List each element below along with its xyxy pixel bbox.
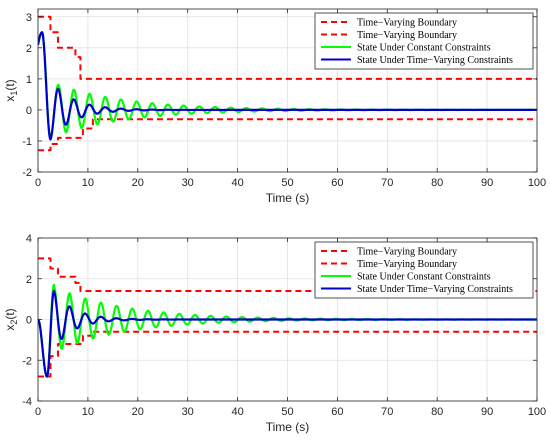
x-tick-label: 20: [132, 177, 144, 189]
y-tick-label: 4: [26, 233, 32, 245]
y-axis-label: x1(t): [3, 79, 19, 101]
x-tick-label: 50: [281, 406, 293, 418]
x-tick-label: 50: [281, 177, 293, 189]
x-axis-label: Time (s): [266, 420, 310, 434]
x-tick-label: 70: [381, 406, 393, 418]
y-tick-label: 3: [26, 12, 32, 24]
x-tick-label: 40: [231, 406, 243, 418]
x-tick-label: 100: [528, 406, 546, 418]
y-tick-label: -2: [22, 355, 32, 367]
x-tick-label: 70: [381, 177, 393, 189]
legend-label-2: Time−Varying Boundary: [357, 259, 457, 270]
x-tick-label: 30: [182, 406, 194, 418]
x-tick-label: 60: [331, 177, 343, 189]
x-tick-label: 90: [481, 406, 493, 418]
x-tick-label: 80: [431, 177, 443, 189]
y-axis-label: x2(t): [3, 308, 19, 330]
y-tick-label: -2: [22, 167, 32, 179]
y-tick-label: 2: [26, 274, 32, 286]
x-tick-label: 100: [528, 177, 546, 189]
x-tick-label: 80: [431, 406, 443, 418]
x-tick-label: 10: [82, 177, 94, 189]
x-tick-label: 20: [132, 406, 144, 418]
y-tick-label: 0: [26, 105, 32, 117]
chart-panel-2: 0 10 20 30 40 50 60 70 80 90 100 -4 -2 0 2 4 Time (s) x2(…: [3, 233, 546, 434]
x-tick-label: 0: [35, 406, 41, 418]
legend-box: [314, 12, 534, 70]
x-tick-label: 40: [231, 177, 243, 189]
x-tick-label: 0: [35, 177, 41, 189]
x-axis-label: Time (s): [266, 191, 310, 205]
y-tick-label: 0: [26, 315, 32, 327]
series-group: [38, 257, 537, 378]
x-tick-label: 90: [481, 177, 493, 189]
x-tick-label: 60: [331, 406, 343, 418]
series-line-1: [38, 15, 537, 80]
y-tick-label: 2: [26, 43, 32, 55]
legend-label-3: State Under Constant Constraints: [357, 43, 491, 54]
y-tick-label: -1: [22, 136, 32, 148]
series-line-1: [38, 257, 537, 292]
legend-label-4: State Under Time−Varying Constraints: [357, 284, 513, 295]
legend-label-1: Time−Varying Boundary: [357, 18, 457, 29]
series-line-2: [38, 330, 537, 378]
series-line-4: [38, 289, 537, 378]
x-tick-label: 10: [82, 406, 94, 418]
x-tick-label: 30: [182, 177, 194, 189]
series-group: [38, 15, 537, 152]
legend-label-2: Time−Varying Boundary: [357, 30, 457, 41]
chart-panel-1: 0 10 20 30 40 50 60 70 80 90 100 -2 -1 0 1 2 3 Time (s) x1…: [3, 8, 546, 205]
series-line-2: [38, 118, 537, 152]
legend-box: [314, 241, 534, 299]
y-tick-label: -4: [22, 396, 32, 408]
legend-label-3: State Under Constant Constraints: [357, 272, 491, 283]
legend-label-1: Time−Varying Boundary: [357, 247, 457, 258]
y-tick-label: 1: [26, 74, 32, 86]
series-line-4: [38, 31, 537, 141]
legend-label-4: State Under Time−Varying Constraints: [357, 55, 513, 66]
